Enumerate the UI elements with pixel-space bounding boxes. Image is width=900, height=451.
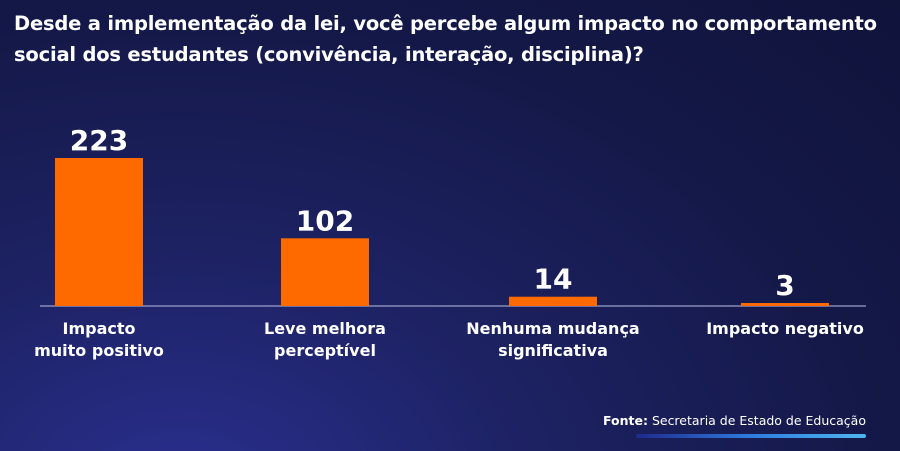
source-accent-bar: [636, 434, 866, 438]
category-label-2: Nenhuma mudança significativa: [466, 319, 639, 360]
category-label-1: Leve melhora perceptível: [264, 319, 386, 360]
bar-3: [741, 303, 829, 306]
bars-group: [55, 158, 829, 306]
source-note: Fonte: Secretaria de Estado de Educação: [603, 413, 866, 428]
value-label-1: 102: [296, 204, 354, 237]
category-label-0-line-1: muito positivo: [34, 341, 164, 360]
category-label-2-line-0: Nenhuma mudança: [466, 319, 639, 338]
category-label-1-line-0: Leve melhora: [264, 319, 386, 338]
category-label-3-line-0: Impacto negativo: [706, 319, 864, 338]
value-label-2: 14: [534, 263, 573, 296]
source-text: Secretaria de Estado de Educação: [651, 413, 866, 428]
value-labels-group: 223 102 14 3: [70, 124, 795, 302]
bar-chart: 223 102 14 3 Impacto muito positivo Leve melh…: [34, 124, 866, 360]
value-label-3: 3: [775, 269, 794, 302]
bar-2: [509, 296, 597, 306]
bar-0: [55, 158, 143, 306]
category-label-0: Impacto muito positivo: [34, 319, 164, 360]
chart-title: Desde a implementação da lei, você perce…: [14, 12, 877, 66]
value-label-0: 223: [70, 124, 128, 157]
category-labels-group: Impacto muito positivo Leve melhora percept…: [34, 319, 864, 360]
category-label-2-line-1: significativa: [498, 341, 608, 360]
category-label-3: Impacto negativo: [706, 319, 864, 338]
source-label: Fonte:: [602, 413, 648, 428]
category-label-1-line-1: perceptível: [274, 341, 376, 360]
bar-1: [281, 238, 369, 306]
category-label-0-line-0: Impacto: [63, 319, 136, 338]
